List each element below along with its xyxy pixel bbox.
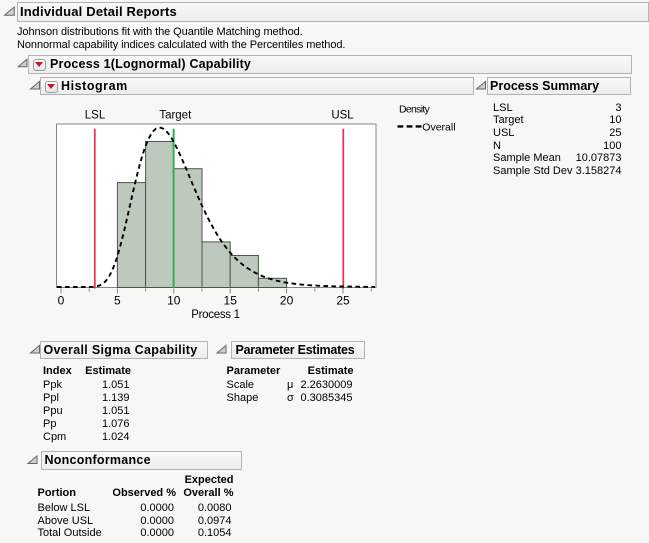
svg-text:Overall: Overall [422, 122, 455, 134]
svg-text:25: 25 [336, 294, 350, 308]
svg-text:15: 15 [224, 294, 238, 308]
svg-text:10: 10 [167, 294, 181, 308]
svg-text:0: 0 [58, 294, 65, 308]
svg-text:LSL: LSL [85, 109, 106, 121]
svg-text:Density: Density [399, 104, 431, 116]
svg-text:Target: Target [159, 109, 192, 121]
svg-text:Process 1: Process 1 [191, 309, 239, 321]
svg-text:20: 20 [280, 294, 294, 308]
svg-text:5: 5 [114, 294, 121, 308]
svg-text:USL: USL [331, 109, 354, 121]
